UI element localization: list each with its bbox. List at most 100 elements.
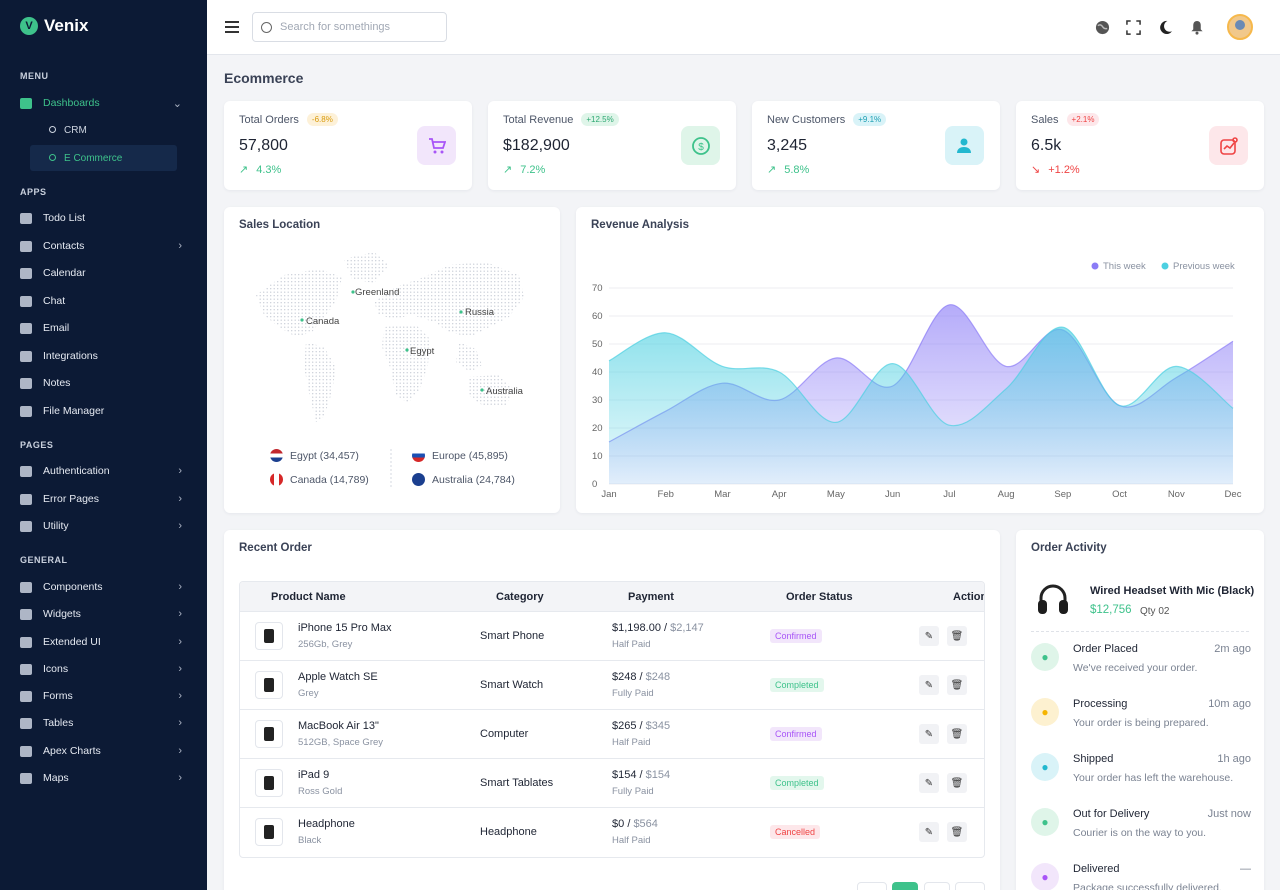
- sidebar-item-integrations[interactable]: Integrations: [20, 345, 190, 367]
- column-header[interactable]: Product Name: [271, 590, 346, 603]
- moon-icon[interactable]: [1157, 19, 1173, 35]
- sidebar-item-label: Apex Charts: [43, 745, 101, 757]
- components-icon: [20, 581, 32, 593]
- payment-status: Fully Paid: [612, 786, 654, 797]
- user-avatar[interactable]: [1227, 14, 1253, 40]
- sidebar-item-contacts[interactable]: Contacts ›: [20, 235, 190, 257]
- column-header[interactable]: Order Status: [786, 590, 853, 603]
- sidebar-item-maps[interactable]: Maps ›: [20, 767, 190, 789]
- section-label-menu: MENU: [20, 71, 49, 81]
- activity-item: ● Shipped 1h ago Your order has left the wa…: [1031, 753, 1251, 797]
- table-row[interactable]: Apple Watch SE Grey Smart Watch $248 / $248…: [240, 661, 984, 710]
- sidebar-subitem-ecommerce[interactable]: E Commerce: [30, 145, 177, 171]
- location-canada: Canada (14,789): [270, 473, 369, 486]
- fullscreen-icon[interactable]: [1125, 19, 1141, 35]
- sidebar-item-label: Extended UI: [43, 636, 101, 648]
- marker-australia[interactable]: [480, 388, 484, 392]
- table-row[interactable]: iPad 9 Ross Gold Smart Tablates $154 / $154…: [240, 759, 984, 808]
- sidebar-subitem-crm[interactable]: CRM: [30, 117, 177, 143]
- marker-greenland[interactable]: [351, 290, 355, 294]
- sidebar-subitem-label: E Commerce: [64, 152, 123, 164]
- map-label-greenland: Greenland: [355, 287, 399, 298]
- sidebar-item-label: Email: [43, 322, 70, 334]
- pagination-page-button[interactable]: [924, 882, 950, 890]
- edit-button[interactable]: ✎: [919, 675, 939, 695]
- edit-button[interactable]: ✎: [919, 626, 939, 646]
- sidebar-item-utility[interactable]: Utility ›: [20, 515, 190, 537]
- column-header[interactable]: Payment: [628, 590, 674, 603]
- sidebar-item-components[interactable]: Components ›: [20, 576, 190, 598]
- sidebar-item-apex-charts[interactable]: Apex Charts ›: [20, 740, 190, 762]
- marker-russia[interactable]: [459, 310, 463, 314]
- sidebar-item-label: Chat: [43, 295, 66, 307]
- column-header[interactable]: Action: [953, 590, 985, 603]
- stat-label: New Customers: [767, 113, 846, 126]
- sidebar-item-label: Tables: [43, 717, 74, 729]
- sidebar-item-icons[interactable]: Icons ›: [20, 658, 190, 680]
- search-input[interactable]: [280, 21, 440, 33]
- edit-button[interactable]: ✎: [919, 724, 939, 744]
- edit-button[interactable]: ✎: [919, 822, 939, 842]
- y-tick-label: 10: [592, 451, 603, 462]
- sidebar-item-authentication[interactable]: Authentication ›: [20, 460, 190, 482]
- brand-logo[interactable]: V Venix: [20, 16, 88, 36]
- product-variant: Ross Gold: [298, 786, 343, 797]
- y-tick-label: 40: [592, 367, 603, 378]
- sidebar-item-forms[interactable]: Forms ›: [20, 685, 190, 707]
- pagination-page-button[interactable]: [892, 882, 918, 890]
- delete-button[interactable]: 🗑: [947, 822, 967, 842]
- marker-egypt[interactable]: [405, 348, 409, 352]
- edit-button[interactable]: ✎: [919, 773, 939, 793]
- delete-button[interactable]: 🗑: [947, 724, 967, 744]
- payment-sep: /: [639, 720, 643, 732]
- sidebar-item-tables[interactable]: Tables ›: [20, 712, 190, 734]
- table-row[interactable]: Headphone Black Headphone $0 / $564 Half Pai…: [240, 808, 984, 857]
- activity-title: Delivered: [1073, 863, 1120, 875]
- activity-title: Out for Delivery: [1073, 808, 1150, 820]
- activity-time: 10m ago: [1208, 698, 1251, 710]
- activity-title: Order Placed: [1073, 643, 1138, 655]
- payment-amount: $1,198.00 / $2,147: [612, 622, 704, 634]
- sidebar-item-chat[interactable]: Chat: [20, 290, 190, 312]
- status-badge: Confirmed: [770, 629, 822, 643]
- sidebar-item-label: Widgets: [43, 608, 81, 620]
- marker-canada[interactable]: [300, 318, 304, 322]
- bell-icon[interactable]: [1189, 19, 1205, 35]
- trash-icon: 🗑: [950, 679, 964, 691]
- sidebar-item-todo-list[interactable]: Todo List: [20, 207, 190, 229]
- integrations-icon: [20, 350, 32, 362]
- sidebar-item-error-pages[interactable]: Error Pages ›: [20, 488, 190, 510]
- pagination-prev-button[interactable]: [857, 882, 887, 890]
- globe-icon[interactable]: [1094, 19, 1110, 35]
- delete-button[interactable]: 🗑: [947, 675, 967, 695]
- column-header[interactable]: Category: [496, 590, 544, 603]
- gear-icon: ●: [1031, 698, 1059, 726]
- sidebar-item-label: Calendar: [43, 267, 86, 279]
- cart-icon: [417, 126, 456, 165]
- section-label-apps: APPS: [20, 187, 47, 197]
- table-row[interactable]: iPhone 15 Pro Max 256Gb, Grey Smart Phone $…: [240, 612, 984, 661]
- sidebar-item-extended-ui[interactable]: Extended UI ›: [20, 631, 190, 653]
- sidebar-item-calendar[interactable]: Calendar: [20, 262, 190, 284]
- chevron-right-icon: ›: [178, 608, 182, 620]
- delete-button[interactable]: 🗑: [947, 626, 967, 646]
- sidebar-item-notes[interactable]: Notes: [20, 372, 190, 394]
- sidebar-item-email[interactable]: Email: [20, 317, 190, 339]
- forms-icon: [20, 690, 32, 702]
- pagination-next-button[interactable]: [955, 882, 985, 890]
- sidebar-item-label: Integrations: [43, 350, 98, 362]
- product-thumbnail: [255, 720, 283, 748]
- sidebar-item-widgets[interactable]: Widgets ›: [20, 603, 190, 625]
- sidebar-item-dashboards[interactable]: Dashboards ⌄: [20, 92, 190, 114]
- menu-toggle-icon[interactable]: [225, 21, 239, 33]
- payment-sep: /: [639, 769, 643, 781]
- sidebar-item-file-manager[interactable]: File Manager: [20, 400, 190, 422]
- activity-time: 2m ago: [1214, 643, 1251, 655]
- search-icon: [261, 21, 272, 33]
- sidebar-item-label: Todo List: [43, 212, 86, 224]
- logo-icon: V: [20, 17, 38, 35]
- table-row[interactable]: MacBook Air 13" 512GB, Space Grey Computer…: [240, 710, 984, 759]
- legend-marker: [1161, 262, 1169, 270]
- headset-icon: [1036, 582, 1070, 618]
- delete-button[interactable]: 🗑: [947, 773, 967, 793]
